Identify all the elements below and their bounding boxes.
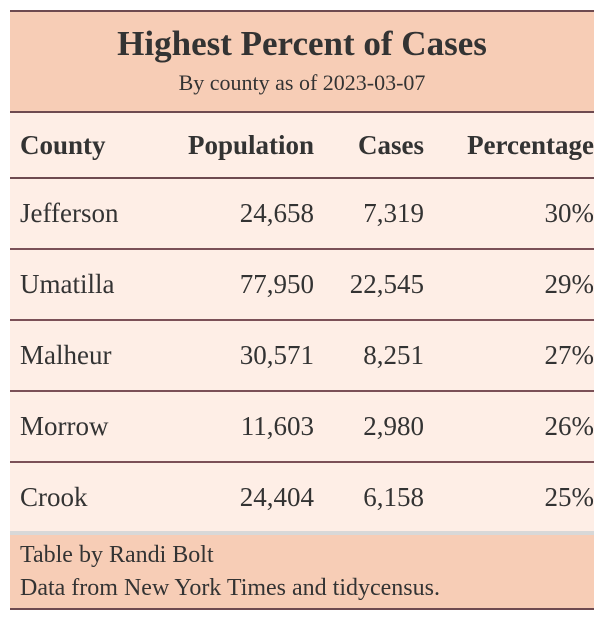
cell-county: Malheur	[20, 340, 112, 370]
cell-county: Jefferson	[20, 198, 119, 228]
table-row: Malheur 30,571 8,251 27%	[10, 321, 594, 392]
column-header-county: County	[20, 129, 106, 160]
table-subtitle: By county as of 2023-03-07	[178, 70, 426, 95]
table-row: Crook 24,404 6,158 25%	[10, 463, 594, 535]
cell-cases: 8,251	[363, 340, 424, 370]
table-title: Highest Percent of Cases	[117, 24, 487, 63]
column-header-cases: Cases	[358, 129, 424, 160]
column-header-population: Population	[187, 129, 314, 160]
footnote-source: Data from New York Times and tidycensus.	[20, 575, 440, 601]
cell-population: 30,571	[239, 340, 314, 370]
table-row: Morrow 11,603 2,980 26%	[10, 392, 594, 463]
column-header-percentage: Percentage	[467, 129, 594, 160]
cell-percentage: 30%	[544, 198, 595, 228]
cell-population: 24,404	[239, 481, 314, 512]
table-row: Jefferson 24,658 7,319 30%	[10, 179, 594, 250]
cell-percentage: 29%	[544, 269, 595, 299]
footnote-author: Table by Randi Bolt	[20, 542, 214, 568]
cell-county: Crook	[20, 481, 88, 512]
cell-county: Morrow	[20, 411, 109, 441]
cell-cases: 7,319	[363, 198, 424, 228]
cell-percentage: 26%	[544, 411, 595, 441]
table-title-block: Highest Percent of Cases By county as of…	[10, 10, 594, 113]
table-row: Umatilla 77,950 22,545 29%	[10, 250, 594, 321]
data-table: Highest Percent of Cases By county as of…	[10, 10, 594, 610]
cell-percentage: 27%	[544, 340, 595, 370]
cell-cases: 22,545	[349, 269, 424, 299]
cell-population: 24,658	[239, 198, 314, 228]
cell-county: Umatilla	[20, 269, 115, 299]
table-footer: Table by Randi Bolt Data from New York T…	[10, 535, 594, 610]
cell-percentage: 25%	[544, 481, 595, 512]
column-header-row: County Population Cases Percentage	[10, 113, 594, 179]
cell-cases: 6,158	[363, 481, 424, 512]
cell-population: 11,603	[240, 411, 314, 441]
cell-population: 77,950	[239, 269, 314, 299]
cell-cases: 2,980	[363, 411, 424, 441]
